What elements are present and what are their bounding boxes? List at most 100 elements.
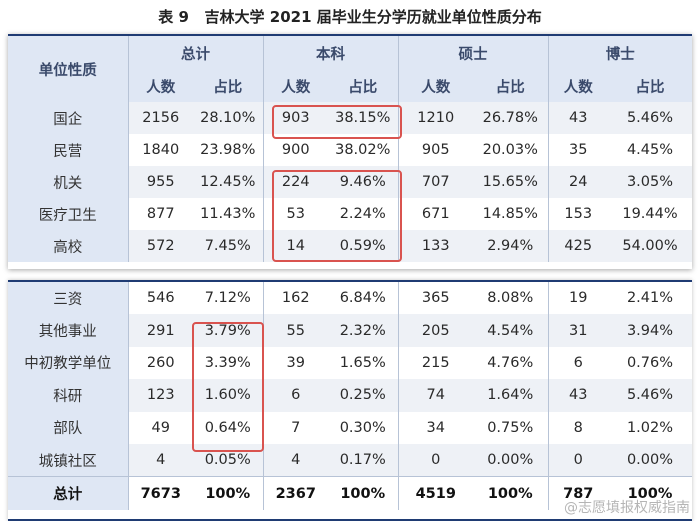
ratio-cell: 0.64%: [204, 419, 251, 436]
total-count-cell: 7673: [127, 476, 193, 510]
ratio-cell: 54.00%: [608, 230, 692, 262]
row-label: 民营: [8, 134, 128, 166]
ratio-cell: 3.05%: [608, 166, 692, 198]
count-cell: 291: [127, 314, 193, 347]
ratio-cell: 28.10%: [193, 102, 263, 134]
ratio-cell: 1.64%: [473, 379, 548, 412]
ratio-cell: 0.00%: [473, 443, 548, 477]
count-cell: 572: [127, 230, 193, 262]
count-cell: 39: [262, 346, 328, 380]
table-row: 其他事业 291 3.79% 55 2.32% 205 4.54% 31 3.94%: [8, 314, 692, 347]
count-cell: 53: [262, 198, 328, 230]
table-title: 表 9 吉林大学 2021 届毕业生分学历就业单位性质分布: [158, 8, 542, 26]
count-cell: 4: [127, 443, 193, 477]
ratio-cell: 19.44%: [622, 206, 678, 222]
row-label: 部队: [8, 411, 128, 444]
ratio-cell: 0.30%: [339, 419, 386, 436]
count-cell: 24: [547, 166, 608, 198]
ratio-cell: 7.45%: [193, 230, 263, 262]
total-count-cell: 4519: [397, 476, 473, 510]
table-row: 医疗卫生 877 11.43% 53 2.24% 671 14.85% 153 19.44%: [8, 198, 692, 230]
ratio-cell: 2.32%: [328, 314, 398, 347]
count-cell: 671: [397, 198, 473, 230]
total-ratio-cell: 100%: [193, 476, 263, 510]
count-cell: 8: [547, 411, 608, 444]
table-row: 国企 2156 28.10% 903 38.15% 1210 26.78% 43 5.46%: [8, 102, 692, 134]
total-ratio-cell: 100%: [608, 476, 692, 510]
table-row: 民营 1840 23.98% 900 38.02% 905 20.03% 35 4.45%: [8, 134, 692, 166]
ratio-cell: 5.46%: [608, 102, 692, 134]
ratio-cell: 1.02%: [626, 419, 674, 436]
count-cell: 4: [262, 443, 328, 477]
ratio-cell: 6.84%: [339, 290, 386, 307]
table-card-bottom: 三资 546 7.12% 162 6.84% 365 8.08% 19 2.41% 其他事业 291…: [8, 280, 692, 521]
count-cell: 546: [127, 282, 193, 315]
count-cell: 133: [397, 230, 473, 262]
ratio-cell: 0.25%: [328, 379, 398, 412]
row-label: 三资: [8, 282, 128, 315]
total-ratio-cell: 100%: [473, 476, 548, 510]
total-ratio-cell: 100%: [328, 476, 398, 510]
ratio-cell: 5.46%: [608, 379, 692, 412]
table-row: 科研 123 1.60% 6 0.25% 74 1.64% 43 5.46%: [8, 379, 692, 412]
count-cell: 123: [127, 379, 193, 412]
employment-table-top: 单位性质 总计 本科 硕士 博士 人数 占比 人数 占比 人数 占比 人数 占比…: [8, 36, 692, 262]
ratio-cell: 0.76%: [626, 354, 674, 371]
header-unit-type: 单位性质: [8, 36, 128, 102]
count-cell: 425: [547, 230, 608, 262]
count-cell: 34: [397, 411, 473, 444]
ratio-cell: 0.00%: [608, 443, 692, 477]
header-ratio: 占比: [473, 70, 548, 102]
count-cell: 6: [547, 346, 608, 380]
count-cell: 6: [262, 379, 328, 412]
ratio-cell: 38.15%: [328, 102, 398, 134]
count-cell: 35: [547, 134, 608, 166]
ratio-cell: 0.75%: [487, 419, 534, 436]
ratio-cell: 0.59%: [328, 230, 398, 262]
count-cell: 31: [547, 314, 608, 347]
row-label: 城镇社区: [8, 443, 128, 477]
ratio-cell: 12.45%: [193, 166, 263, 198]
total-count-cell: 787: [547, 476, 608, 510]
ratio-cell: 2.24%: [339, 206, 386, 222]
header-total: 总计: [127, 36, 263, 70]
row-label: 其他事业: [8, 314, 128, 347]
count-cell: 900: [262, 134, 328, 166]
watermark: @志愿填报权威指南: [564, 500, 690, 516]
total-row: 总计 7673 100% 2367 100% 4519 100% 787 100%: [8, 476, 692, 510]
total-label: 总计: [8, 476, 128, 510]
count-cell: 49: [127, 411, 193, 444]
table-row: 高校 572 7.45% 14 0.59% 133 2.94% 425 54.00%: [8, 230, 692, 262]
ratio-cell: 38.02%: [335, 142, 391, 158]
count-cell: 903: [262, 102, 328, 134]
ratio-cell: 11.43%: [200, 206, 256, 222]
header-doctor: 博士: [547, 36, 692, 70]
header-ratio: 占比: [193, 70, 263, 102]
count-cell: 43: [547, 102, 608, 134]
ratio-cell: 23.98%: [200, 142, 256, 158]
ratio-cell: 14.85%: [482, 206, 538, 222]
row-label: 医疗卫生: [8, 198, 128, 230]
row-label: 高校: [8, 230, 128, 262]
count-cell: 905: [397, 134, 473, 166]
row-label: 科研: [8, 379, 128, 412]
count-cell: 153: [547, 198, 608, 230]
ratio-cell: 3.39%: [204, 354, 251, 371]
ratio-cell: 4.45%: [626, 142, 674, 158]
table-row: 部队 49 0.64% 7 0.30% 34 0.75% 8 1.02%: [8, 411, 692, 444]
ratio-cell: 4.54%: [473, 314, 548, 347]
count-cell: 55: [262, 314, 328, 347]
header-count: 人数: [397, 70, 473, 102]
header-ratio: 占比: [328, 70, 398, 102]
count-cell: 1840: [127, 134, 193, 166]
count-cell: 707: [397, 166, 473, 198]
table-row: 机关 955 12.45% 224 9.46% 707 15.65% 24 3.05%: [8, 166, 692, 198]
ratio-cell: 0.17%: [328, 443, 398, 477]
row-label: 机关: [8, 166, 128, 198]
count-cell: 1210: [397, 102, 473, 134]
ratio-cell: 2.41%: [626, 290, 674, 307]
ratio-cell: 1.65%: [339, 354, 386, 371]
ratio-cell: 20.03%: [482, 142, 538, 158]
ratio-cell: 15.65%: [473, 166, 548, 198]
header-count: 人数: [127, 70, 193, 102]
